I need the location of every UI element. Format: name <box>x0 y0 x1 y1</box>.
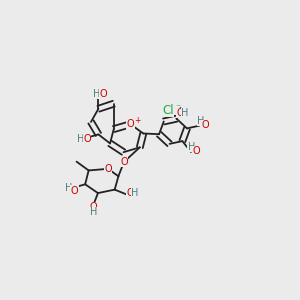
Text: H: H <box>197 116 204 125</box>
Text: +: + <box>134 116 140 124</box>
Text: O: O <box>90 202 98 212</box>
Text: H: H <box>93 88 100 98</box>
Text: O: O <box>202 120 209 130</box>
Text: ⁻: ⁻ <box>175 103 180 113</box>
Text: O: O <box>104 164 112 174</box>
Text: H: H <box>65 184 72 194</box>
Text: H: H <box>182 108 189 118</box>
Text: O: O <box>192 146 200 157</box>
Text: H: H <box>131 188 138 198</box>
Text: Cl: Cl <box>162 104 173 117</box>
Text: O: O <box>127 119 134 129</box>
Text: H: H <box>90 207 98 217</box>
Text: O: O <box>71 186 78 196</box>
Text: O: O <box>83 134 91 144</box>
Text: O: O <box>176 108 184 118</box>
Text: O: O <box>126 188 134 198</box>
Text: H: H <box>77 134 84 144</box>
Text: H: H <box>188 142 195 152</box>
Text: O: O <box>120 157 128 167</box>
Text: O: O <box>99 88 107 98</box>
